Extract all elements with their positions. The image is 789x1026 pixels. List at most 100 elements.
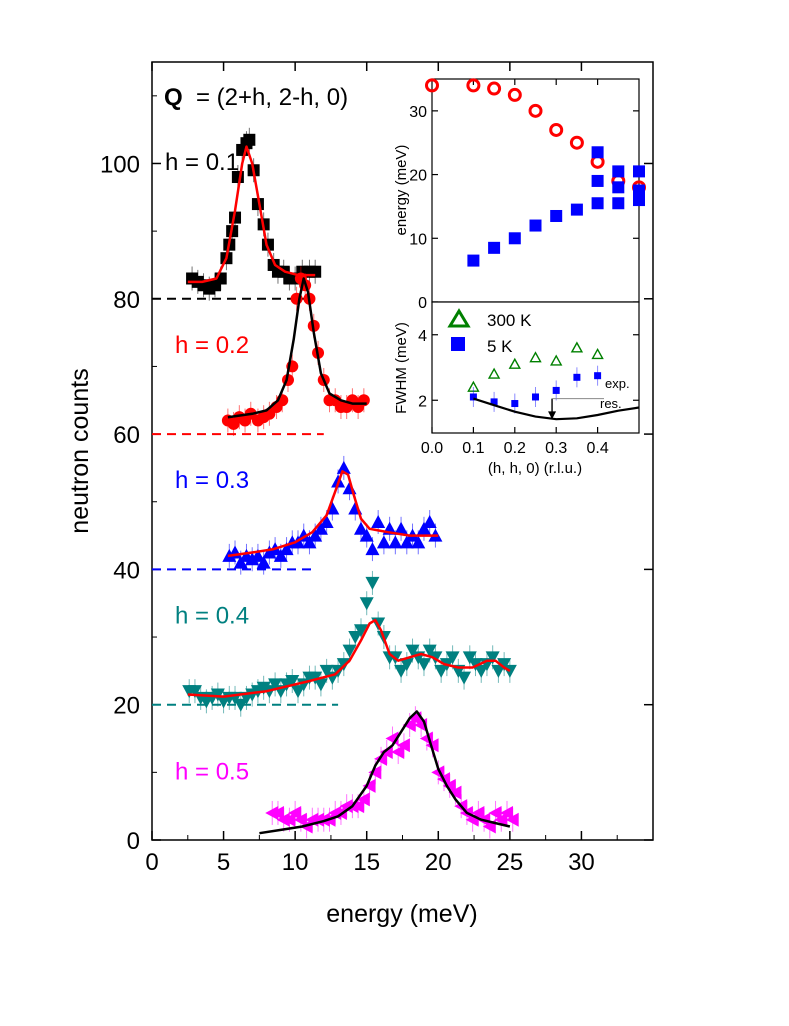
data-point xyxy=(313,678,328,692)
main-x-tick-label: 10 xyxy=(282,849,309,876)
main-x-axis-label: energy (meV) xyxy=(326,900,477,928)
inset-legend: 300 K 5 K xyxy=(447,308,532,356)
data-point xyxy=(399,658,414,672)
inset-energy-point xyxy=(425,78,439,93)
data-point xyxy=(270,805,284,820)
main-x-tick-label: 25 xyxy=(497,849,524,876)
data-point xyxy=(348,631,363,645)
main-y-axis-label: neutron counts xyxy=(66,368,94,533)
data-point xyxy=(371,515,386,529)
inset-energy-point xyxy=(570,203,583,216)
fit-curve xyxy=(187,145,316,284)
data-point xyxy=(448,785,462,800)
data-point xyxy=(313,521,328,535)
data-point xyxy=(396,738,410,753)
data-point xyxy=(291,685,306,699)
inset-fwhm-x-tick-label: 0.2 xyxy=(504,440,526,457)
main-title-rest: = (2+h, 2-h, 0) xyxy=(196,84,348,111)
inset-energy-point xyxy=(508,232,521,245)
inset-fwhm-series-2 xyxy=(469,365,602,414)
data-point xyxy=(273,548,288,562)
data-point xyxy=(351,799,365,814)
data-point xyxy=(353,624,368,638)
series-4: h = 0.4 xyxy=(152,570,517,717)
inset-fwhm-series-1 xyxy=(467,341,604,392)
inset-fwhm-point xyxy=(511,400,519,408)
inset-fwhm-point xyxy=(552,386,560,394)
data-point xyxy=(359,528,374,542)
legend-300k-label: 300 K xyxy=(487,311,532,330)
inset-energy-y-tick-label: 10 xyxy=(409,231,427,248)
data-point xyxy=(394,521,409,535)
inset-energy-point xyxy=(466,78,481,93)
inset-x-axis-label: (h, h, 0) (r.l.u.) xyxy=(488,460,582,477)
inset-fwhm-point xyxy=(594,372,602,380)
data-point xyxy=(256,555,271,569)
data-point xyxy=(187,685,202,699)
inset-energy-point xyxy=(612,165,625,178)
data-point xyxy=(422,644,437,658)
main-x-tick-label: 15 xyxy=(353,849,380,876)
inset-fwhm-y-tick-label: 2 xyxy=(418,393,427,410)
data-point xyxy=(442,778,456,793)
data-point xyxy=(491,664,506,678)
inset-fwhm-x-tick-label: 0.4 xyxy=(586,440,608,457)
data-point xyxy=(399,535,414,549)
inset-energy-point xyxy=(528,103,543,118)
data-point xyxy=(471,805,485,820)
data-point xyxy=(308,671,323,685)
inset-energy-point xyxy=(550,209,563,222)
exp-res-annotation-line1: exp. xyxy=(605,376,630,391)
data-point xyxy=(494,812,508,827)
data-point xyxy=(365,576,380,590)
data-point xyxy=(474,664,489,678)
main-x-tick-label: 0 xyxy=(145,849,158,876)
inset-fwhm-x-tick-label: 0.0 xyxy=(421,440,443,457)
inset-energy-point xyxy=(488,241,501,254)
main-x-tick-label: 5 xyxy=(217,849,230,876)
series-label: h = 0.3 xyxy=(175,467,249,494)
data-point xyxy=(488,805,502,820)
fit-curve xyxy=(187,618,511,698)
inset-fwhm-plot: 2 4 0.0 0.1 0.2 0.3 0.4 xyxy=(418,328,640,457)
inset-energy-point xyxy=(591,174,604,187)
data-point xyxy=(499,805,513,820)
inset-energy-point xyxy=(487,81,502,96)
resolution-curve xyxy=(473,397,640,421)
data-point xyxy=(365,542,380,556)
main-title-q: Q xyxy=(164,84,183,111)
data-point xyxy=(288,805,302,820)
series-label: h = 0.4 xyxy=(175,603,249,630)
series-5: h = 0.5 xyxy=(175,706,519,839)
data-point xyxy=(497,658,512,672)
data-point xyxy=(262,545,277,559)
data-point xyxy=(319,664,334,678)
main-x-tick-label: 20 xyxy=(425,849,452,876)
inset-fwhm-point xyxy=(490,398,498,406)
data-point xyxy=(233,555,248,569)
inset-energy-point xyxy=(529,219,542,232)
data-point xyxy=(416,521,431,535)
data-point xyxy=(405,644,420,658)
inset-fwhm-point xyxy=(591,347,604,360)
data-point xyxy=(391,745,405,760)
main-series: h = 0.1 h = 0.2 h = 0.3 h = 0.4 h = 0.5 xyxy=(152,127,519,839)
data-point xyxy=(462,651,477,665)
inset-fwhm-y-label: FWHM (meV) xyxy=(393,322,410,414)
main-y-tick-label: 0 xyxy=(127,828,140,855)
data-point xyxy=(359,597,374,611)
exp-res-annotation-line2: res. xyxy=(600,396,622,411)
data-point xyxy=(402,717,416,732)
inset-fwhm-point xyxy=(570,341,584,353)
data-point xyxy=(434,664,449,678)
inset-energy-point xyxy=(569,135,584,150)
series-label: h = 0.5 xyxy=(175,759,249,786)
data-point xyxy=(353,521,368,535)
data-point xyxy=(468,658,483,672)
inset-energy-point xyxy=(633,165,645,178)
inset-fwhm-point xyxy=(532,393,539,401)
inset-energy-point xyxy=(612,197,625,210)
